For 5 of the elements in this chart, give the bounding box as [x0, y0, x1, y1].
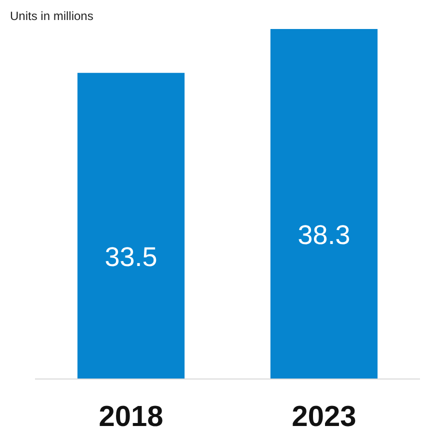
data-label: 33.5 [104, 242, 158, 272]
x-tick-label: 2023 [292, 401, 356, 433]
chart-title: Units in millions [10, 9, 94, 23]
x-tick-label: 2018 [98, 401, 164, 433]
data-label: 38.3 [298, 220, 350, 250]
